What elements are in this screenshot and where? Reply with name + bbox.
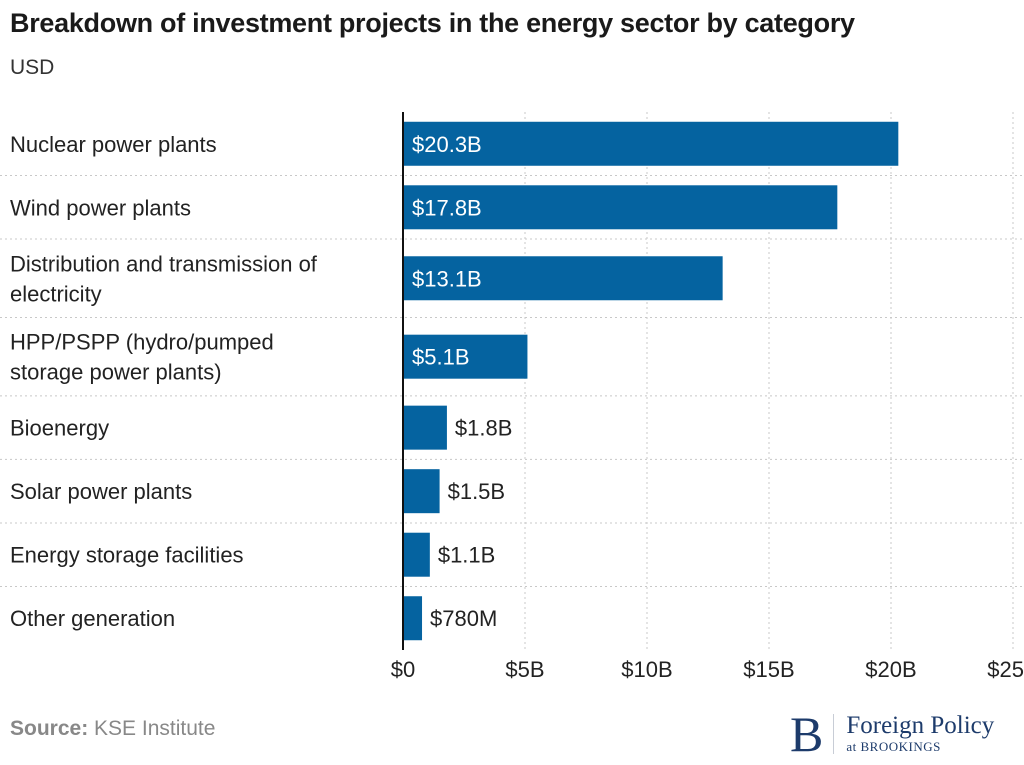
data-label: $1.5B <box>448 479 506 504</box>
brookings-logo: B Foreign Policy at BROOKINGS <box>790 706 995 762</box>
logo-name: Foreign Policy <box>846 712 995 739</box>
x-tick-label: $25B <box>987 657 1024 682</box>
category-label: Bioenergy <box>10 416 109 441</box>
x-tick-label: $15B <box>743 657 794 682</box>
x-tick-label: $10B <box>621 657 672 682</box>
data-label: $13.1B <box>412 266 482 291</box>
bar <box>403 121 899 166</box>
category-label: electricity <box>10 281 102 306</box>
source-text: KSE Institute <box>88 717 216 740</box>
bar <box>403 405 447 450</box>
logo-sub: at BROOKINGS <box>846 739 941 754</box>
x-tick-label: $5B <box>505 657 544 682</box>
category-label: Wind power plants <box>10 195 191 220</box>
bar <box>403 532 430 577</box>
bar <box>403 596 423 641</box>
logo-divider <box>833 714 835 754</box>
logo-mark: B <box>790 706 824 762</box>
data-label: $17.8B <box>412 195 482 220</box>
data-label: $20.3B <box>412 132 482 157</box>
category-label: Energy storage facilities <box>10 543 244 568</box>
x-tick-label: $20B <box>865 657 916 682</box>
category-label: storage power plants) <box>10 360 222 385</box>
data-label: $5.1B <box>412 345 470 370</box>
chart-title: Breakdown of investment projects in the … <box>10 8 855 38</box>
category-label: Other generation <box>10 606 175 631</box>
bar <box>403 256 723 301</box>
source-note: Source: KSE Institute <box>10 717 215 741</box>
bar-chart: $20.3B Nuclear power plants $17.8B Wind pow… <box>0 112 1024 682</box>
category-label: Nuclear power plants <box>10 132 217 157</box>
data-label: $780M <box>430 606 497 631</box>
chart-subtitle: USD <box>10 56 55 79</box>
x-tick-label: $0 <box>391 657 415 682</box>
bar <box>403 469 440 514</box>
bar <box>403 334 528 379</box>
data-label: $1.8B <box>455 416 513 441</box>
category-label: Distribution and transmission of <box>10 251 318 276</box>
category-label: HPP/PSPP (hydro/pumped <box>10 330 274 355</box>
category-label: Solar power plants <box>10 479 192 504</box>
source-label: Source: <box>10 717 89 740</box>
data-label: $1.1B <box>438 543 496 568</box>
bar <box>403 185 838 230</box>
